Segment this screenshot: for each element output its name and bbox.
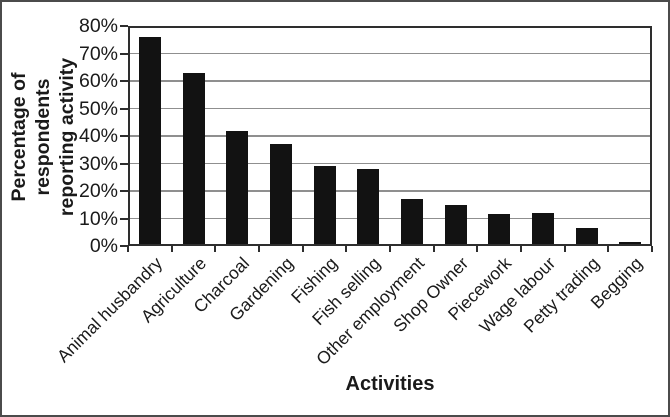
bar-agriculture <box>182 72 205 246</box>
bar-charcoal <box>226 130 249 246</box>
y-tick-mark <box>120 190 128 192</box>
x-tick-mark <box>345 246 348 252</box>
gridline <box>128 80 652 82</box>
bar-other-employment <box>400 199 423 246</box>
y-tick-mark <box>120 135 128 137</box>
y-tick-label: 60% <box>78 70 118 92</box>
y-tick-label: 40% <box>78 125 118 147</box>
y-tick-label: 10% <box>78 207 118 230</box>
gridline <box>128 190 652 192</box>
y-tick-mark <box>120 80 128 82</box>
gridline <box>128 107 652 110</box>
x-tick-mark <box>214 246 217 252</box>
y-tick-mark <box>120 25 128 27</box>
plot-area <box>128 26 652 246</box>
x-tick-mark <box>127 246 129 252</box>
bar-fish-selling <box>357 169 380 246</box>
bar-begging <box>619 241 642 246</box>
x-tick-mark <box>520 246 522 252</box>
bar-shop-owner <box>444 204 467 246</box>
x-tick-mark <box>301 246 304 252</box>
x-tick-mark <box>476 246 479 252</box>
y-tick-mark <box>120 52 128 55</box>
x-axis-title: Activities <box>345 373 435 395</box>
x-tick-mark <box>389 246 391 252</box>
bar-fishing <box>313 166 336 246</box>
y-tick-label: 50% <box>78 97 118 120</box>
bar-animal-husbandry <box>138 37 161 246</box>
gridline <box>128 135 652 137</box>
y-tick-mark <box>120 217 128 220</box>
y-tick-label: 80% <box>78 15 118 37</box>
bar-gardening <box>269 144 292 246</box>
y-axis-title-line1: Percentage of respondents <box>8 72 54 202</box>
y-tick-label: 70% <box>78 42 118 65</box>
gridline <box>128 217 652 220</box>
x-tick-mark <box>563 246 566 252</box>
bar-piecework <box>488 214 511 246</box>
y-tick-mark <box>120 162 128 165</box>
gridline <box>128 52 652 55</box>
y-tick-label: 30% <box>78 152 118 175</box>
y-tick-mark <box>120 107 128 110</box>
y-axis-title: Percentage of respondents reporting acti… <box>7 17 78 257</box>
bar-petty-trading <box>575 228 598 246</box>
x-tick-mark <box>607 246 610 252</box>
x-tick-mark <box>258 246 260 252</box>
x-tick-mark <box>651 246 653 252</box>
gridline <box>128 162 652 165</box>
bar-wage-labour <box>531 213 554 246</box>
y-tick-label: 20% <box>78 180 118 202</box>
y-tick-mark <box>120 245 128 247</box>
y-tick-label: 0% <box>89 235 118 257</box>
x-tick-mark <box>170 246 173 252</box>
x-tick-mark <box>432 246 435 252</box>
